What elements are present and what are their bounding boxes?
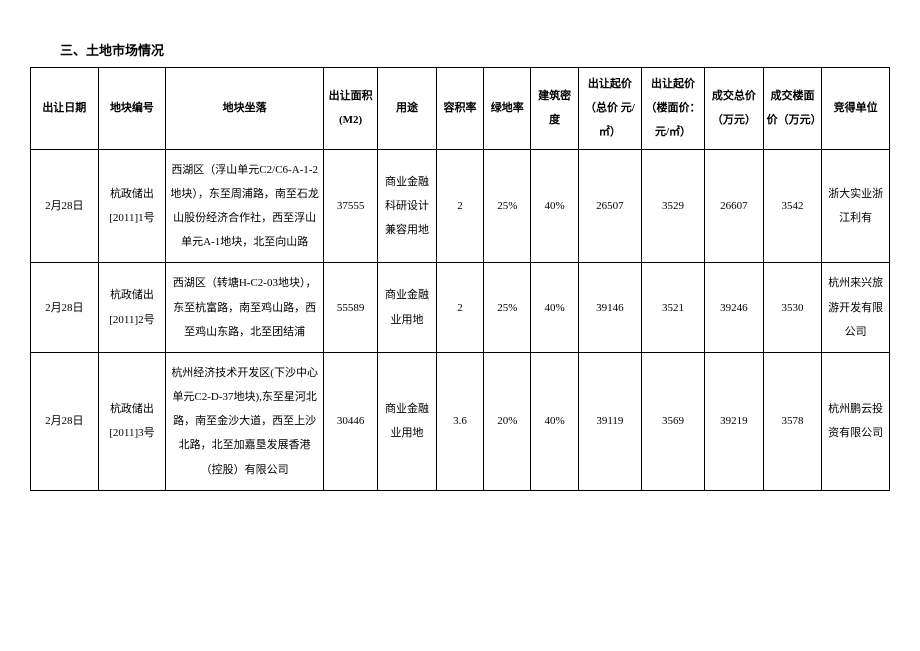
cell-sprice: 26507 — [578, 149, 641, 263]
table-row: 2月28日 杭政储出[2011]2号 西湖区（转塘H-C2-03地块），东至杭富… — [31, 263, 890, 353]
cell-winner: 杭州来兴旅游开发有限公司 — [822, 263, 890, 353]
cell-sprice: 39119 — [578, 352, 641, 490]
cell-date: 2月28日 — [31, 149, 99, 263]
col-header: 出让起价（总价 元/㎡） — [578, 68, 641, 150]
land-market-table: 出让日期 地块编号 地块坐落 出让面积(M2) 用途 容积率 绿地率 建筑密度 … — [30, 67, 890, 491]
col-header: 用途 — [378, 68, 437, 150]
cell-density: 40% — [531, 149, 578, 263]
cell-use: 商业金融科研设计兼容用地 — [378, 149, 437, 263]
cell-total: 39219 — [705, 352, 764, 490]
cell-date: 2月28日 — [31, 263, 99, 353]
col-header: 地块编号 — [98, 68, 166, 150]
col-header: 绿地率 — [484, 68, 531, 150]
col-header: 建筑密度 — [531, 68, 578, 150]
cell-use: 商业金融业用地 — [378, 263, 437, 353]
cell-uprice: 3521 — [641, 263, 704, 353]
cell-code: 杭政储出[2011]2号 — [98, 263, 166, 353]
cell-use: 商业金融业用地 — [378, 352, 437, 490]
cell-code: 杭政储出[2011]3号 — [98, 352, 166, 490]
cell-ratio: 2 — [436, 263, 483, 353]
cell-uprice: 3529 — [641, 149, 704, 263]
table-body: 2月28日 杭政储出[2011]1号 西湖区（浮山单元C2/C6-A-1-2地块… — [31, 149, 890, 490]
cell-ratio: 3.6 — [436, 352, 483, 490]
col-header: 成交总价（万元） — [705, 68, 764, 150]
cell-location: 西湖区（转塘H-C2-03地块），东至杭富路，南至鸡山路，西至鸡山东路，北至团结… — [166, 263, 324, 353]
cell-winner: 杭州鹏云投资有限公司 — [822, 352, 890, 490]
section-title: 三、土地市场情况 — [30, 40, 890, 59]
cell-green: 20% — [484, 352, 531, 490]
cell-ratio: 2 — [436, 149, 483, 263]
cell-green: 25% — [484, 149, 531, 263]
col-header: 出让日期 — [31, 68, 99, 150]
cell-location: 西湖区（浮山单元C2/C6-A-1-2地块），东至周浦路，南至石龙山股份经济合作… — [166, 149, 324, 263]
table-row: 2月28日 杭政储出[2011]3号 杭州经济技术开发区(下沙中心单元C2-D-… — [31, 352, 890, 490]
cell-winner: 浙大实业浙江利有 — [822, 149, 890, 263]
cell-floor: 3578 — [763, 352, 822, 490]
cell-floor: 3542 — [763, 149, 822, 263]
cell-code: 杭政储出[2011]1号 — [98, 149, 166, 263]
col-header: 容积率 — [436, 68, 483, 150]
cell-density: 40% — [531, 263, 578, 353]
table-row: 2月28日 杭政储出[2011]1号 西湖区（浮山单元C2/C6-A-1-2地块… — [31, 149, 890, 263]
page-container: 三、土地市场情况 出让日期 地块编号 地块坐落 出让面积(M2) 用途 — [0, 0, 920, 491]
cell-floor: 3530 — [763, 263, 822, 353]
col-header: 出让面积(M2) — [324, 68, 378, 150]
cell-total: 26607 — [705, 149, 764, 263]
cell-sprice: 39146 — [578, 263, 641, 353]
cell-date: 2月28日 — [31, 352, 99, 490]
col-header: 地块坐落 — [166, 68, 324, 150]
cell-area: 30446 — [324, 352, 378, 490]
cell-total: 39246 — [705, 263, 764, 353]
cell-area: 37555 — [324, 149, 378, 263]
cell-area: 55589 — [324, 263, 378, 353]
cell-location: 杭州经济技术开发区(下沙中心单元C2-D-37地块),东至星河北路，南至金沙大道… — [166, 352, 324, 490]
cell-green: 25% — [484, 263, 531, 353]
col-header: 成交楼面价（万元） — [763, 68, 822, 150]
col-header: 出让起价（楼面价：元/㎡） — [641, 68, 704, 150]
cell-uprice: 3569 — [641, 352, 704, 490]
cell-density: 40% — [531, 352, 578, 490]
col-header: 竞得单位 — [822, 68, 890, 150]
table-header: 出让日期 地块编号 地块坐落 出让面积(M2) 用途 容积率 绿地率 建筑密度 … — [31, 68, 890, 150]
